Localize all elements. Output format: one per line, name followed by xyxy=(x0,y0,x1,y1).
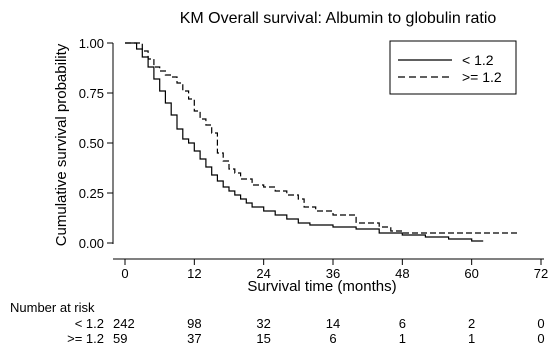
risk-count: 0 xyxy=(537,331,544,346)
risk-row-label: >= 1.2 xyxy=(67,331,104,346)
risk-count: 6 xyxy=(329,331,336,346)
x-tick-label: 24 xyxy=(256,266,270,281)
survival-curves xyxy=(125,42,518,242)
y-tick-label: 1.00 xyxy=(79,36,104,51)
risk-count: 2 xyxy=(468,316,475,331)
x-tick-label: 48 xyxy=(395,266,409,281)
x-tick-label: 0 xyxy=(121,266,128,281)
risk-table: Number at risk < 1.2 242 98 32 14 6 2 0>= 1.2 59… xyxy=(10,300,545,346)
legend-label-low: < 1.2 xyxy=(462,52,494,68)
risk-count: 32 xyxy=(256,316,270,331)
x-ticks: 0 12 24 36 48 60 72 xyxy=(121,259,548,281)
series-line-low xyxy=(125,42,484,242)
risk-count: 0 xyxy=(537,316,544,331)
legend: < 1.2 >= 1.2 xyxy=(389,40,517,95)
risk-rows: < 1.2 242 98 32 14 6 2 0>= 1.2 59 37 15 6 1 1 0 xyxy=(67,316,544,346)
y-ticks: 0.00 0.25 0.50 0.75 1.00 xyxy=(79,36,113,251)
chart-title: KM Overall survival: Albumin to globulin… xyxy=(180,10,497,27)
x-tick-label: 12 xyxy=(187,266,201,281)
risk-count: 6 xyxy=(399,316,406,331)
x-axis-label: Survival time (months) xyxy=(247,278,396,295)
risk-count: 59 xyxy=(113,331,127,346)
legend-label-high: >= 1.2 xyxy=(462,69,502,85)
risk-row-label: < 1.2 xyxy=(75,316,104,331)
risk-count: 1 xyxy=(468,331,475,346)
series-line-high xyxy=(125,42,518,234)
plot-area: 0.00 0.25 0.50 0.75 1.00 0 12 24 36 48 60 72 xyxy=(79,36,549,281)
x-tick-label: 36 xyxy=(326,266,340,281)
risk-table-title: Number at risk xyxy=(10,300,95,315)
risk-count: 242 xyxy=(113,316,135,331)
y-tick-label: 0.50 xyxy=(79,136,104,151)
y-tick-label: 0.25 xyxy=(79,186,104,201)
legend-box xyxy=(389,40,517,95)
risk-count: 37 xyxy=(187,331,201,346)
risk-count: 14 xyxy=(326,316,340,331)
risk-count: 15 xyxy=(256,331,270,346)
risk-count: 98 xyxy=(187,316,201,331)
y-tick-label: 0.00 xyxy=(79,236,104,251)
x-tick-label: 60 xyxy=(464,266,478,281)
y-axis-label: Cumulative survival probability xyxy=(53,43,70,246)
risk-count: 1 xyxy=(399,331,406,346)
y-tick-label: 0.75 xyxy=(79,86,104,101)
x-tick-label: 72 xyxy=(534,266,548,281)
